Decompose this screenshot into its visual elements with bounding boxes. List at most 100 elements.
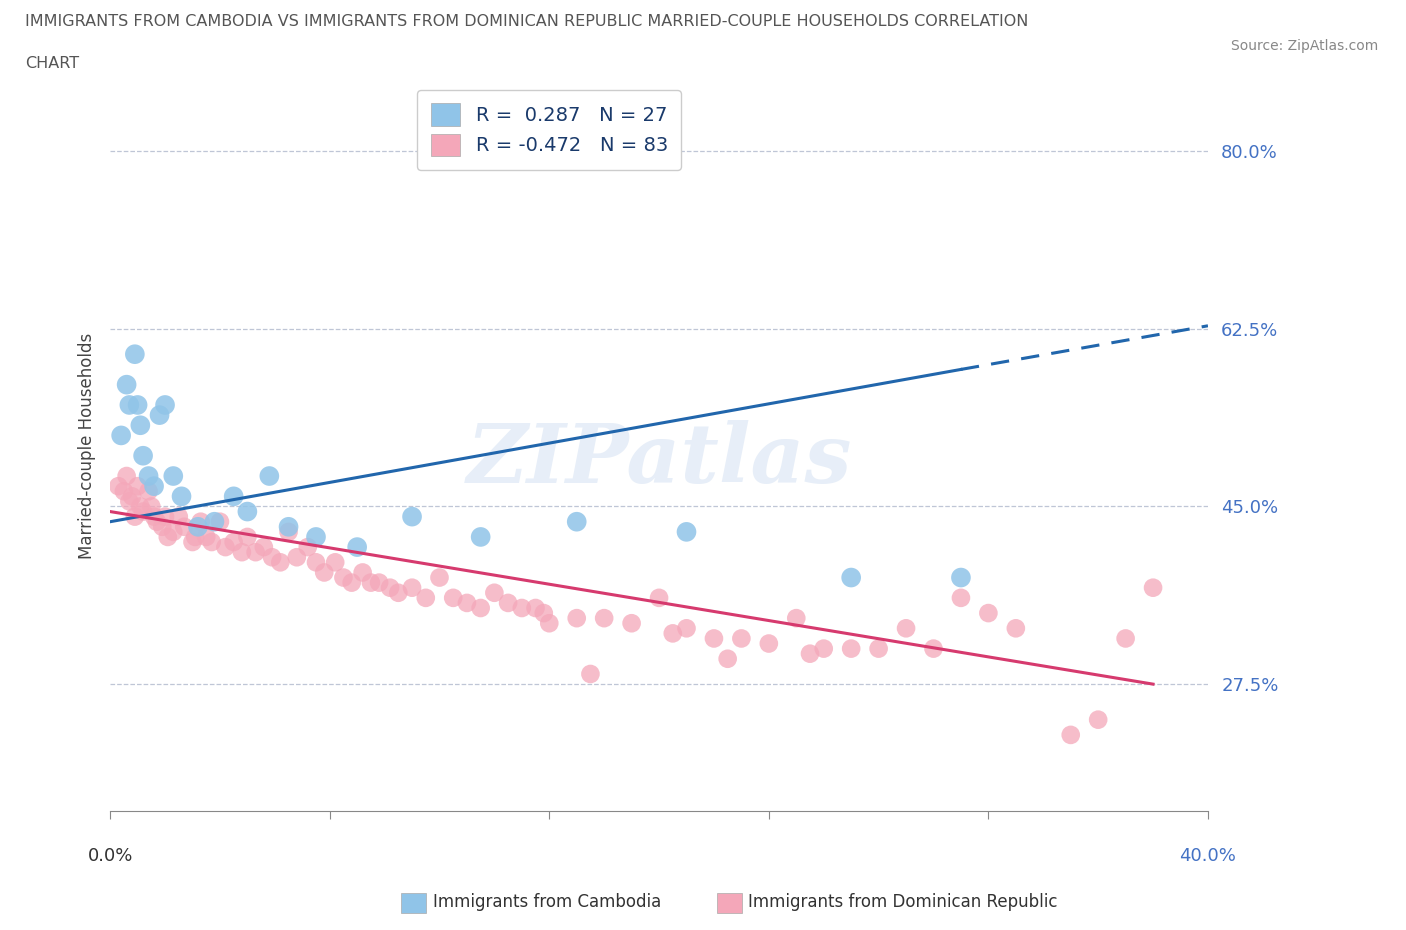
Point (378, 580, 401, 595)
Point (332, 570, 354, 585)
Point (730, 631, 752, 646)
Point (675, 525, 697, 539)
Point (214, 539, 236, 554)
Point (387, 585, 409, 600)
Point (401, 510, 423, 525)
Point (323, 555, 346, 570)
Point (717, 651, 740, 666)
Point (285, 550, 308, 565)
Point (162, 469, 184, 484)
Y-axis label: Married-couple Households: Married-couple Households (79, 332, 96, 559)
Point (236, 529, 259, 544)
Point (132, 504, 155, 519)
Point (813, 641, 835, 656)
Point (115, 378, 138, 392)
Point (187, 519, 209, 534)
Point (340, 575, 363, 590)
Point (141, 499, 163, 514)
Point (305, 555, 328, 570)
Point (297, 539, 319, 554)
Point (1115, 631, 1137, 646)
Point (1142, 580, 1164, 595)
Point (922, 641, 945, 656)
Point (167, 510, 190, 525)
Point (112, 484, 135, 498)
Point (593, 611, 616, 626)
Legend: R =  0.287   N = 27, R = -0.472   N = 83: R = 0.287 N = 27, R = -0.472 N = 83 (418, 90, 682, 170)
Point (153, 510, 176, 525)
Text: Immigrants from Cambodia: Immigrants from Cambodia (433, 893, 661, 911)
Point (565, 611, 588, 626)
Text: 0.0%: 0.0% (87, 846, 132, 865)
Point (170, 489, 193, 504)
Point (150, 519, 173, 534)
Point (456, 595, 478, 610)
Point (121, 489, 143, 504)
Point (124, 347, 146, 362)
Point (118, 397, 141, 412)
Point (262, 550, 284, 565)
Point (204, 514, 226, 529)
Point (236, 504, 259, 519)
Point (118, 494, 141, 509)
Point (429, 570, 451, 585)
Point (201, 535, 224, 550)
Point (107, 479, 129, 494)
Point (538, 616, 561, 631)
Point (277, 519, 299, 534)
Point (173, 519, 195, 534)
Point (470, 529, 492, 544)
Point (977, 605, 1000, 620)
Point (181, 535, 204, 550)
Point (510, 601, 533, 616)
Point (184, 529, 207, 544)
Point (127, 479, 149, 494)
Point (138, 484, 160, 498)
Point (115, 469, 138, 484)
Point (1087, 712, 1109, 727)
Point (190, 514, 212, 529)
Point (401, 580, 423, 595)
Point (839, 641, 862, 656)
Point (195, 529, 218, 544)
Point (799, 646, 821, 661)
Point (368, 575, 391, 590)
Point (208, 514, 231, 529)
Point (153, 397, 176, 412)
Point (785, 611, 807, 626)
Point (675, 621, 697, 636)
Point (129, 499, 152, 514)
Point (132, 448, 155, 463)
Point (1060, 727, 1083, 742)
Point (314, 565, 336, 580)
Point (352, 565, 374, 580)
Point (620, 616, 643, 631)
Text: Source: ZipAtlas.com: Source: ZipAtlas.com (1230, 39, 1378, 53)
Text: CHART: CHART (25, 56, 79, 71)
Point (648, 591, 671, 605)
Point (253, 539, 276, 554)
Point (127, 397, 149, 412)
Point (415, 591, 437, 605)
Point (662, 626, 685, 641)
Point (346, 539, 368, 554)
Text: 40.0%: 40.0% (1180, 846, 1236, 865)
Point (138, 469, 160, 484)
Point (839, 570, 862, 585)
Text: ZIPatlas: ZIPatlas (467, 420, 852, 500)
Point (360, 575, 382, 590)
Point (703, 631, 725, 646)
Point (496, 595, 519, 610)
Point (245, 545, 267, 560)
Point (146, 514, 169, 529)
Point (579, 667, 602, 682)
Point (305, 529, 328, 544)
Point (533, 605, 555, 620)
Point (222, 535, 245, 550)
Point (148, 407, 170, 422)
Point (277, 525, 299, 539)
Point (231, 545, 253, 560)
Point (129, 418, 152, 432)
Point (565, 514, 588, 529)
Point (470, 601, 492, 616)
